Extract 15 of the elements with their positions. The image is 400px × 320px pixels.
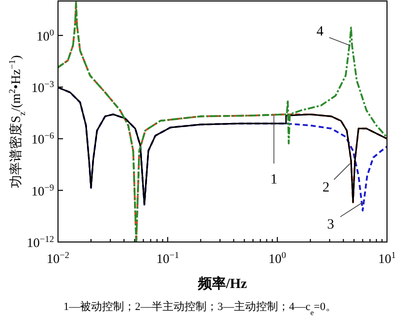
x-axis-title: 频率/Hz (197, 275, 247, 292)
x-tick-label: 10$^{−2}$ (46, 250, 70, 266)
annotation: 4 (316, 24, 324, 40)
y-tick-label: 10$^{−9}$ (31, 182, 54, 198)
y-tick-label: 10$^{−6}$ (31, 130, 54, 147)
annotation: 1 (270, 172, 278, 188)
y-tick-label: 10$^{−3}$ (31, 79, 54, 96)
x-tick-label: 10$^{0}$ (268, 250, 287, 266)
x-tick-label: 10$^{1}$ (378, 250, 396, 266)
annotation: 3 (327, 217, 334, 232)
y-tick-label: 10$^{−12}$ (26, 234, 54, 250)
x-tick-label: 10$^{−1}$ (156, 250, 180, 266)
annotation: 2 (322, 180, 330, 196)
y-tick-label: 10$^{0}$ (36, 27, 54, 44)
text: 1—被动控制；2—半主动控制；3—主动控制；4—c$_{e}$=0。 (63, 300, 337, 316)
